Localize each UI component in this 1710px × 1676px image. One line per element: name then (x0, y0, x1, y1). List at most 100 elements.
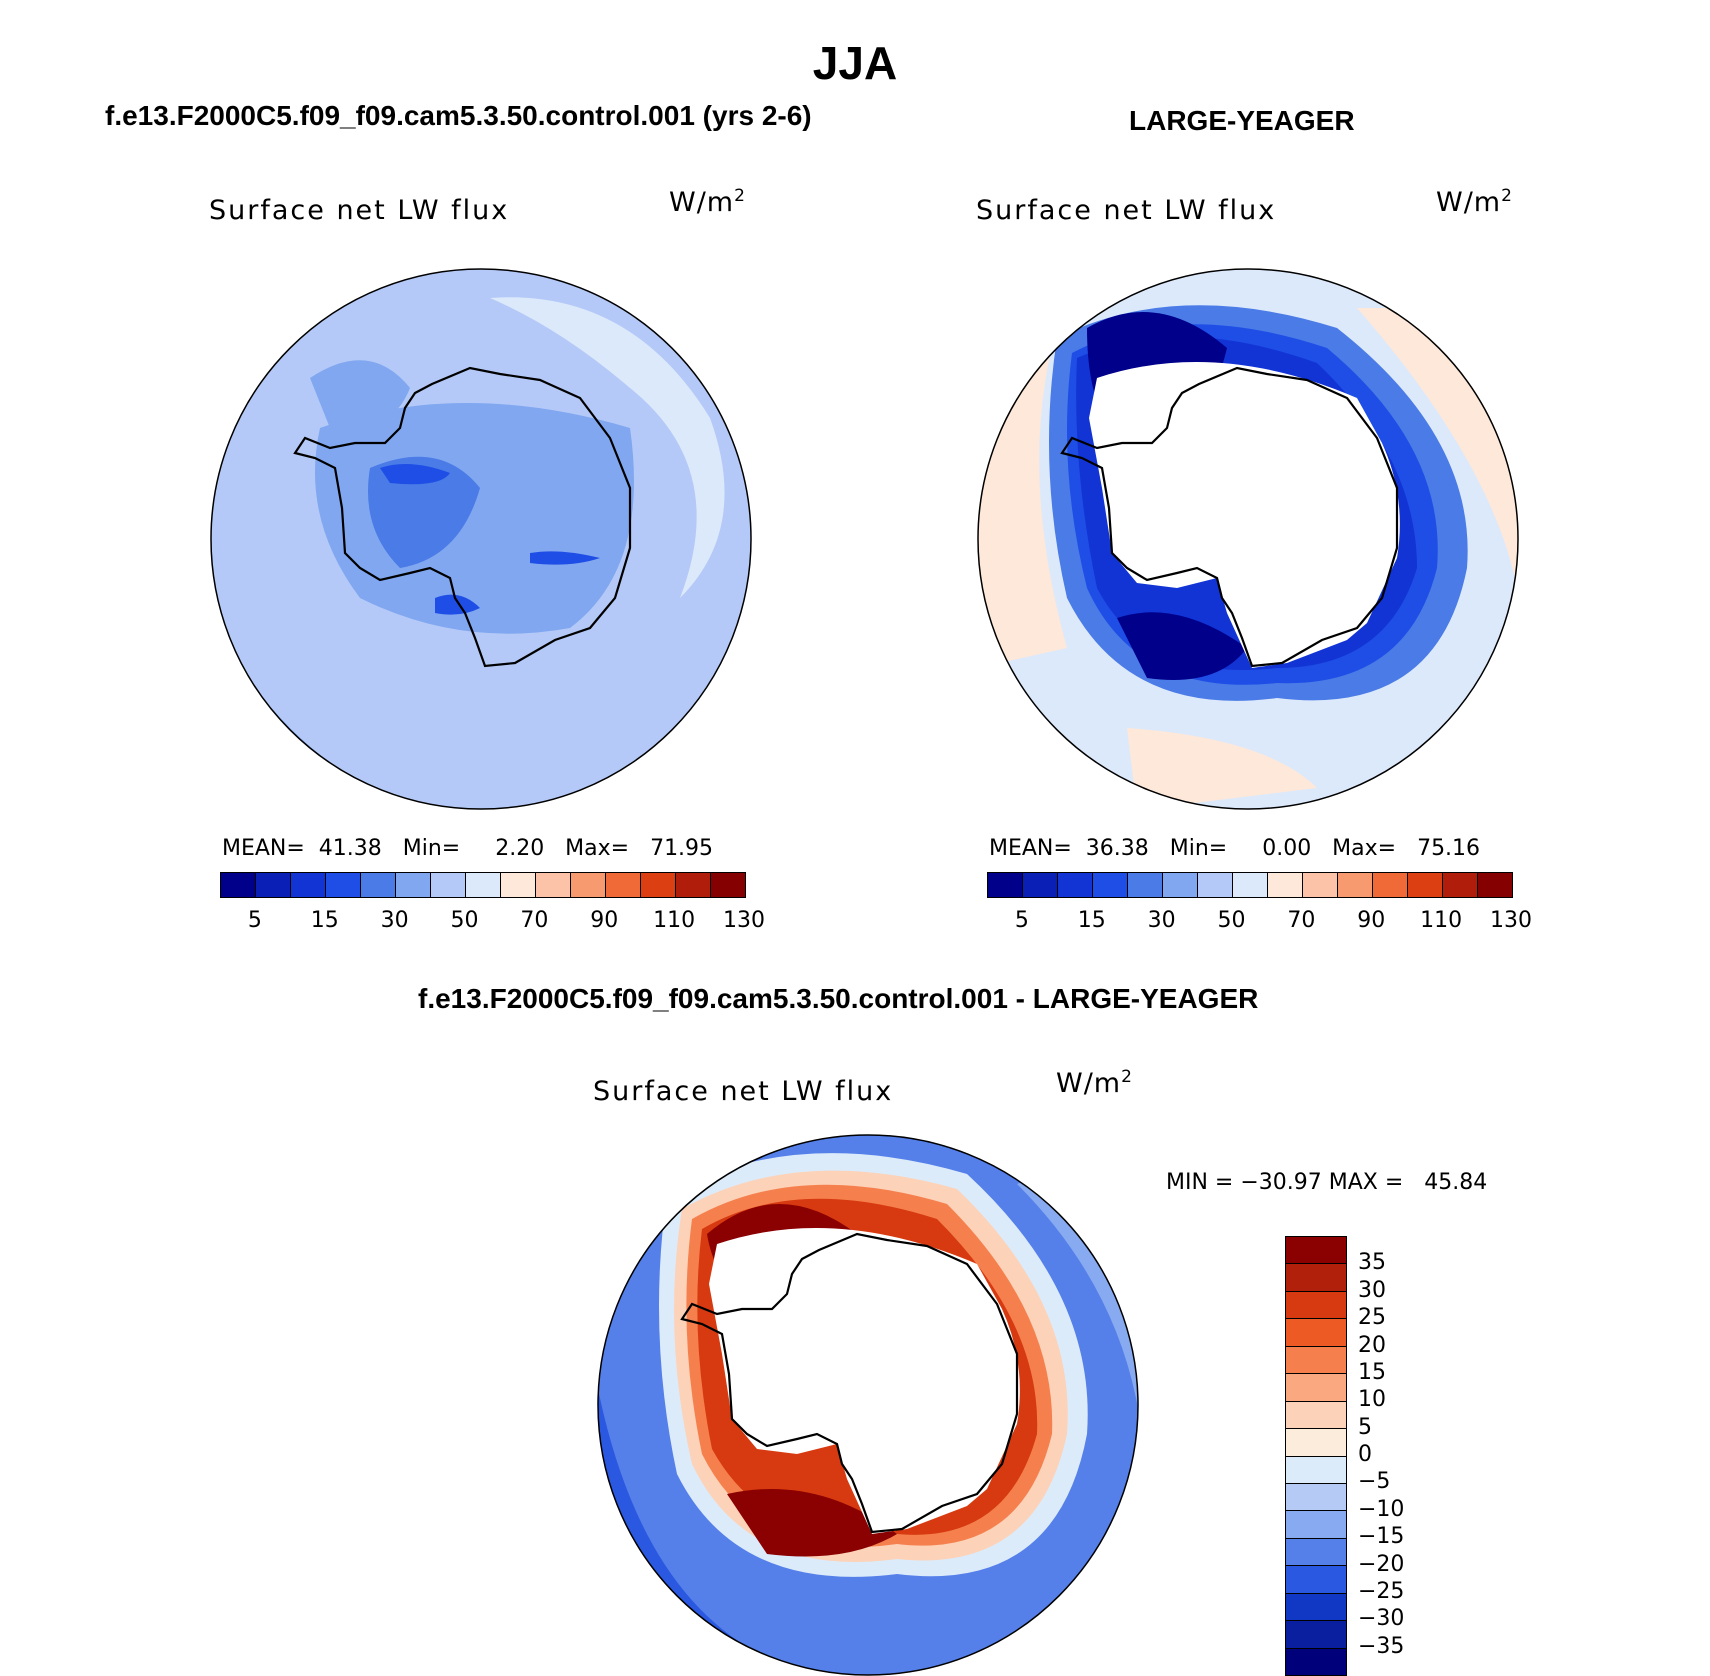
diff-colorbar-tick-label: 0 (1358, 1442, 1372, 1467)
diff-colorbar-box (1286, 1237, 1346, 1265)
diff-colorbar-tick-label: −35 (1358, 1633, 1405, 1659)
panel1-colorbar-box (536, 873, 571, 897)
diff-colorbar-tick-label: −30 (1358, 1606, 1405, 1632)
panel1-colorbar (220, 872, 746, 898)
diff-colorbar-tick-label: 15 (1358, 1359, 1386, 1385)
panel1-colorbar-ticks: 5 15 30 50 70 90 110 130 (220, 908, 765, 938)
diff-colorbar-box (1286, 1483, 1346, 1512)
diff-colorbar-box (1286, 1374, 1346, 1402)
diff-colorbar-tick-label: 30 (1358, 1277, 1386, 1303)
panel1-coastline (293, 366, 632, 668)
diff-stats: MIN = −30.97 MAX = 45.84 (1166, 1170, 1488, 1195)
panel2-colorbar-tick-label: 110 (1420, 908, 1463, 933)
diff-colorbar-tick-label: 5 (1358, 1414, 1372, 1440)
panel2-colorbar-tick-label: 70 (1287, 908, 1316, 933)
panel2-stats: MEAN= 36.38 Min= 0.00 Max= 75.16 (989, 836, 1481, 861)
diff-colorbar-box (1286, 1511, 1346, 1539)
panel1-colorbar-tick-label: 70 (520, 908, 549, 933)
panel2-colorbar-box (1338, 873, 1373, 897)
diff-colorbar-tick-label: 10 (1358, 1387, 1386, 1413)
panel2-colorbar-box (1443, 873, 1478, 897)
diff-colorbar-tick-label: 20 (1358, 1332, 1386, 1358)
panel1-colorbar-box (606, 873, 641, 897)
diff-colorbar-box (1286, 1429, 1346, 1457)
diff-colorbar-tick-label: 25 (1358, 1305, 1386, 1331)
diff-colorbar-box (1286, 1319, 1346, 1347)
panel1-colorbar-box (326, 873, 361, 897)
panel1-colorbar-box (256, 873, 291, 897)
panel2-colorbar-box (1373, 873, 1408, 897)
diff-colorbar-box (1286, 1401, 1346, 1430)
panel1-colorbar-box (676, 873, 711, 897)
panel2-coastline (1060, 366, 1399, 668)
diff-colorbar-tick-label: −20 (1358, 1551, 1405, 1577)
panel2-colorbar-box (1233, 873, 1268, 897)
panel2-colorbar-box (1093, 873, 1128, 897)
panel1-colorbar-box (466, 873, 501, 897)
panel2-colorbar-box (1408, 873, 1443, 897)
panel2-colorbar-tick-label: 130 (1490, 908, 1532, 933)
diff-colorbar (1285, 1236, 1347, 1676)
panel2-colorbar-box (1023, 873, 1058, 897)
panel1-case-title: f.e13.F2000C5.f09_f09.cam5.3.50.control.… (105, 100, 812, 131)
panel1-colorbar-tick-label: 30 (380, 908, 409, 933)
diff-colorbar-tick-label: −15 (1358, 1524, 1405, 1550)
diff-colorbar-box (1286, 1264, 1346, 1292)
panel1-polar-map (210, 268, 752, 810)
diff-colorbar-box (1286, 1456, 1346, 1484)
diff-colorbar-box (1286, 1538, 1346, 1567)
panel1-colorbar-box (501, 873, 536, 897)
panel2-colorbar-box (988, 873, 1023, 897)
panel2-colorbar-box (1303, 873, 1338, 897)
panel2-colorbar-box (1058, 873, 1093, 897)
diff-colorbar-tick-label: 35 (1358, 1250, 1386, 1276)
panel1-colorbar-tick-label: 90 (590, 908, 619, 933)
panel1-colorbar-box (571, 873, 606, 897)
diff-colorbar-box (1286, 1566, 1346, 1594)
panel1-colorbar-box (291, 873, 326, 897)
panel2-colorbar (987, 872, 1513, 898)
panel2-colorbar-tick-label: 30 (1147, 908, 1176, 933)
diff-colorbar-box (1286, 1346, 1346, 1375)
panel1-units: W/m2 (669, 186, 746, 218)
panel2-colorbar-tick-label: 5 (1014, 908, 1029, 933)
panel1-colorbar-tick-label: 130 (723, 908, 765, 933)
panel2-colorbar-tick-label: 90 (1357, 908, 1386, 933)
panel2-colorbar-tick-label: 15 (1077, 908, 1106, 933)
diff-colorbar-tick-label: −5 (1358, 1469, 1391, 1495)
diff-polar-map (597, 1134, 1139, 1676)
panel1-colorbar-box (641, 873, 676, 897)
panel2-colorbar-ticks: 5 15 30 50 70 90 110 130 (987, 908, 1532, 938)
panel1-colorbar-tick-label: 15 (310, 908, 339, 933)
panel1-colorbar-box (431, 873, 466, 897)
diff-colorbar-ticks: 35 30 25 20 15 10 5 0 −5 −10 −15 −20 −25 −30 −35 (1358, 1236, 1458, 1674)
panel1-colorbar-box (221, 873, 256, 897)
panel1-colorbar-box (361, 873, 396, 897)
panel2-colorbar-box (1478, 873, 1512, 897)
panel1-plot-title: Surface net LW flux (209, 195, 510, 226)
panel2-units: W/m2 (1436, 186, 1513, 218)
main-title: JJA (812, 37, 898, 89)
panel2-polar-map (977, 268, 1519, 810)
panel1-stats: MEAN= 41.38 Min= 2.20 Max= 71.95 (222, 836, 714, 861)
diff-plot-title: Surface net LW flux (593, 1076, 894, 1107)
panel1-colorbar-box (711, 873, 745, 897)
panel1-colorbar-tick-label: 50 (450, 908, 479, 933)
panel1-colorbar-box (396, 873, 431, 897)
panel2-case-title: LARGE-YEAGER (1129, 105, 1355, 136)
panel2-colorbar-box (1198, 873, 1233, 897)
diff-case-title: f.e13.F2000C5.f09_f09.cam5.3.50.control.… (418, 983, 1259, 1014)
diff-colorbar-tick-label: −10 (1358, 1496, 1405, 1522)
diff-colorbar-box (1286, 1291, 1346, 1320)
panel1-colorbar-tick-label: 5 (247, 908, 262, 933)
diff-coastline (680, 1232, 1019, 1534)
diff-colorbar-tick-label: −25 (1358, 1578, 1405, 1604)
panel2-plot-title: Surface net LW flux (976, 195, 1277, 226)
panel1-colorbar-tick-label: 110 (653, 908, 696, 933)
panel2-colorbar-box (1128, 873, 1163, 897)
panel2-colorbar-tick-label: 50 (1217, 908, 1246, 933)
diff-units: W/m2 (1056, 1067, 1133, 1099)
panel2-colorbar-box (1163, 873, 1198, 897)
panel2-colorbar-box (1268, 873, 1303, 897)
diff-colorbar-box (1286, 1648, 1346, 1675)
